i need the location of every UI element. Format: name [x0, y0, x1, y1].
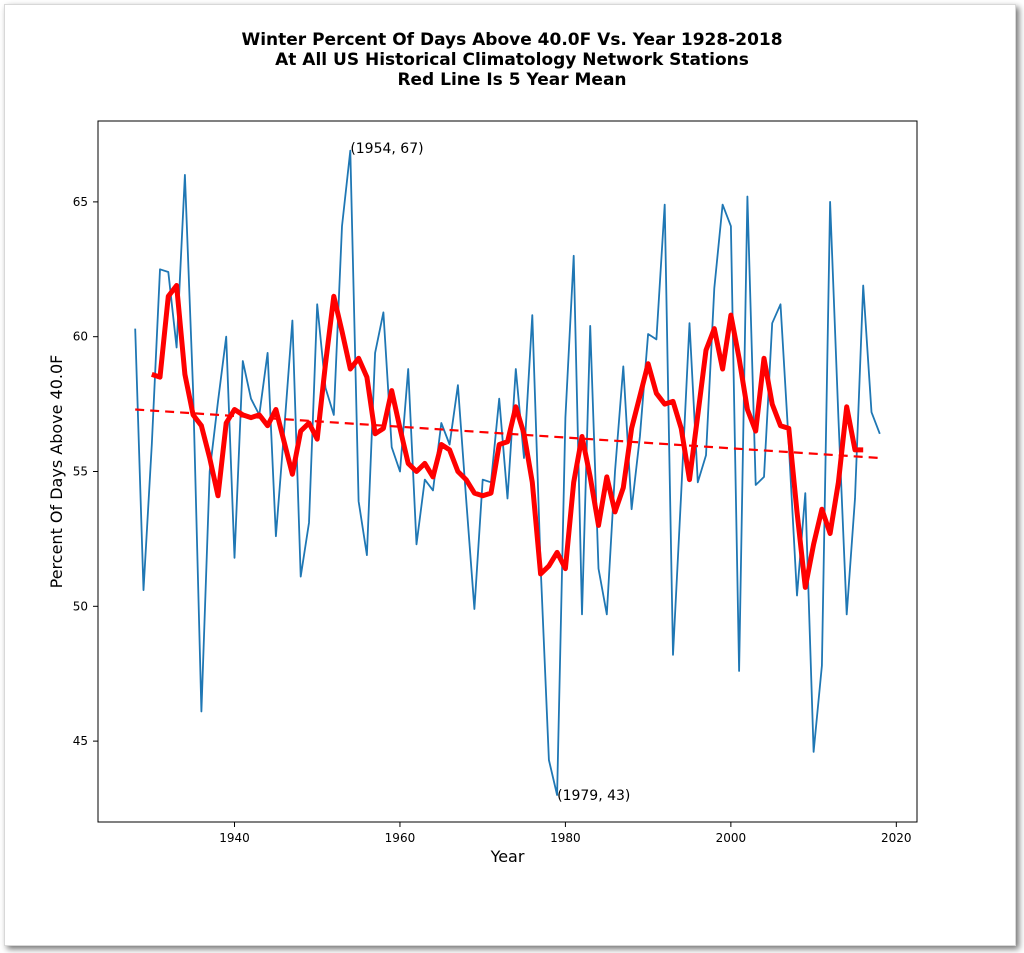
x-tick-label: 2000 [716, 831, 747, 845]
title-line-3: Red Line Is 5 Year Mean [397, 70, 627, 90]
y-tick-label: 60 [73, 330, 88, 344]
x-tick-label: 2020 [881, 831, 912, 845]
annotations: (1954, 67) (1979, 43) [350, 141, 630, 804]
five-year-mean-line [151, 283, 864, 590]
title-line-1: Winter Percent Of Days Above 40.0F Vs. Y… [241, 30, 783, 50]
chart-title: Winter Percent Of Days Above 40.0F Vs. Y… [0, 30, 1024, 90]
x-axis-label: Year [490, 847, 525, 866]
x-tick-label: 1960 [385, 831, 416, 845]
plot-lines [134, 149, 881, 796]
x-axis: 1940 1960 1980 2000 2020 [219, 822, 912, 845]
y-axis-label: Percent Of Days Above 40.0F [47, 355, 66, 589]
y-tick-label: 45 [73, 734, 88, 748]
y-tick-label: 50 [73, 599, 88, 613]
y-axis: 45 50 55 60 65 [73, 195, 98, 748]
annotation-min: (1979, 43) [557, 788, 630, 804]
y-tick-label: 55 [73, 465, 88, 479]
annotation-max: (1954, 67) [350, 141, 423, 157]
x-tick-label: 1980 [550, 831, 581, 845]
title-line-2: At All US Historical Climatology Network… [275, 50, 749, 70]
figure-frame [4, 4, 1016, 946]
annual-series-line [134, 149, 881, 796]
x-tick-label: 1940 [219, 831, 250, 845]
y-tick-label: 65 [73, 195, 88, 209]
trend-line-dashed [135, 408, 880, 460]
